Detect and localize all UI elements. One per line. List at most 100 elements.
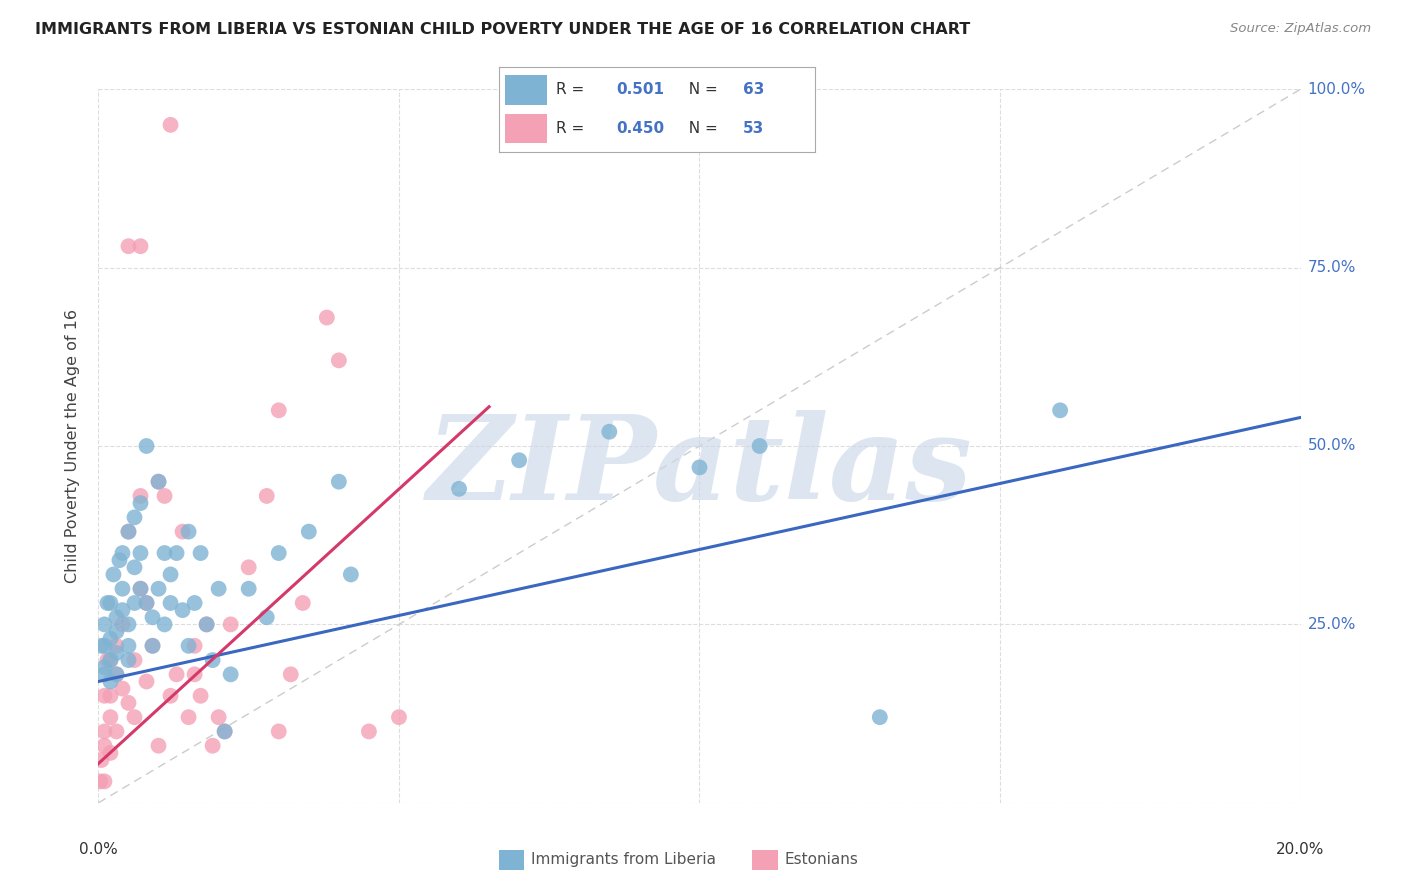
- Point: [93, 617, 115, 632]
- Text: 0.0%: 0.0%: [79, 842, 118, 857]
- Text: 0.450: 0.450: [616, 121, 664, 136]
- Point: [105, 639, 128, 653]
- Point: [100, 674, 122, 689]
- Point: [1049, 403, 1071, 417]
- Point: [117, 653, 139, 667]
- Text: 20.0%: 20.0%: [1277, 842, 1324, 857]
- Point: [256, 489, 278, 503]
- Point: [135, 596, 157, 610]
- Point: [117, 617, 139, 632]
- Point: [129, 582, 152, 596]
- Point: [159, 689, 181, 703]
- Point: [117, 696, 139, 710]
- Point: [183, 667, 205, 681]
- Point: [172, 603, 194, 617]
- Point: [298, 524, 321, 539]
- Point: [219, 617, 242, 632]
- Point: [201, 653, 224, 667]
- Point: [124, 510, 146, 524]
- Point: [508, 453, 530, 467]
- Point: [219, 667, 242, 681]
- Point: [153, 617, 176, 632]
- Point: [96, 653, 118, 667]
- Point: [148, 475, 170, 489]
- Text: 63: 63: [742, 82, 763, 97]
- Point: [153, 489, 176, 503]
- Point: [148, 582, 170, 596]
- Text: N =: N =: [679, 82, 723, 97]
- Point: [124, 653, 146, 667]
- Text: Source: ZipAtlas.com: Source: ZipAtlas.com: [1230, 22, 1371, 36]
- Point: [105, 646, 128, 660]
- Point: [129, 239, 152, 253]
- Point: [100, 689, 122, 703]
- Point: [214, 724, 236, 739]
- Point: [103, 567, 125, 582]
- Point: [100, 596, 122, 610]
- Point: [93, 660, 115, 674]
- Point: [208, 582, 231, 596]
- Point: [135, 439, 157, 453]
- Text: R =: R =: [557, 121, 589, 136]
- Point: [141, 610, 163, 624]
- Point: [129, 546, 152, 560]
- Point: [208, 710, 231, 724]
- Point: [141, 639, 163, 653]
- Text: Immigrants from Liberia: Immigrants from Liberia: [531, 853, 717, 867]
- Point: [340, 567, 363, 582]
- Point: [195, 617, 218, 632]
- Point: [267, 724, 290, 739]
- Bar: [506, 76, 547, 105]
- Point: [124, 596, 146, 610]
- Text: 25.0%: 25.0%: [1308, 617, 1355, 632]
- Point: [159, 567, 181, 582]
- Point: [111, 603, 134, 617]
- Point: [100, 746, 122, 760]
- Point: [238, 560, 260, 574]
- Point: [105, 667, 128, 681]
- Point: [93, 667, 115, 681]
- Point: [688, 460, 710, 475]
- Point: [328, 475, 350, 489]
- Point: [100, 653, 122, 667]
- Point: [267, 546, 290, 560]
- Point: [166, 667, 188, 681]
- Point: [153, 546, 176, 560]
- Text: ZIPatlas: ZIPatlas: [426, 410, 973, 524]
- Point: [117, 524, 139, 539]
- Point: [108, 553, 131, 567]
- Text: 100.0%: 100.0%: [1308, 82, 1365, 96]
- Text: Estonians: Estonians: [785, 853, 859, 867]
- Point: [100, 632, 122, 646]
- Point: [93, 689, 115, 703]
- Point: [447, 482, 470, 496]
- Point: [117, 639, 139, 653]
- Point: [93, 724, 115, 739]
- Point: [280, 667, 302, 681]
- Point: [388, 710, 411, 724]
- Point: [111, 582, 134, 596]
- Point: [89, 774, 111, 789]
- Point: [96, 596, 118, 610]
- Point: [93, 774, 115, 789]
- Y-axis label: Child Poverty Under the Age of 16: Child Poverty Under the Age of 16: [65, 309, 80, 583]
- Text: 53: 53: [742, 121, 763, 136]
- Text: N =: N =: [679, 121, 723, 136]
- Point: [124, 710, 146, 724]
- Point: [357, 724, 380, 739]
- Point: [129, 489, 152, 503]
- Point: [93, 739, 115, 753]
- Point: [90, 639, 112, 653]
- Point: [201, 739, 224, 753]
- Point: [159, 596, 181, 610]
- Text: 0.501: 0.501: [616, 82, 664, 97]
- Point: [135, 674, 157, 689]
- Text: 75.0%: 75.0%: [1308, 260, 1355, 275]
- Point: [135, 596, 157, 610]
- Point: [141, 639, 163, 653]
- Point: [190, 546, 212, 560]
- Point: [100, 710, 122, 724]
- Point: [129, 496, 152, 510]
- Point: [90, 753, 112, 767]
- Point: [105, 624, 128, 639]
